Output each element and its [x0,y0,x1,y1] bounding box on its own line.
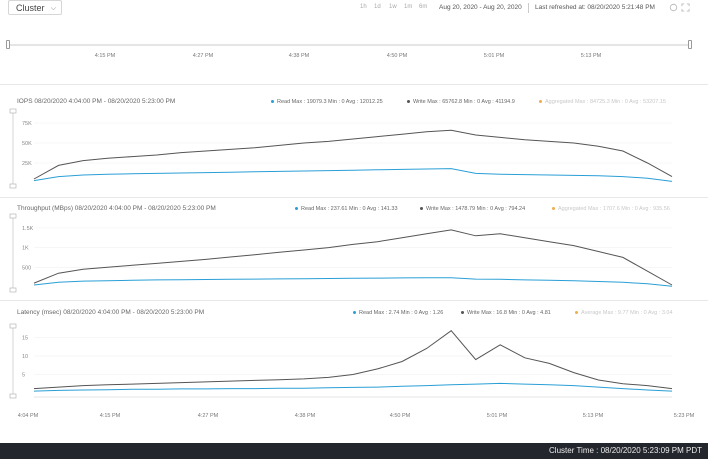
range-1h-button[interactable]: 1h [360,4,367,10]
legend-read[interactable]: Read Max : 19079.3 Min : 0 Avg : 12012.2… [271,99,383,105]
x-tick-label: 4:50 PM [390,413,411,419]
range-start-handle[interactable] [6,40,10,49]
legend-write-text: Write Max : 1478.79 Min : 0 Avg : 794.24 [426,206,526,212]
divider [0,84,708,85]
legend-write-text: Write Max : 16.8 Min : 0 Avg : 4.81 [467,310,551,316]
x-tick-label: 4:38 PM [295,413,316,419]
aggregate-dot-icon [539,100,542,104]
iops-panel-title: IOPS 08/20/2020 4:04:00 PM - 08/20/2020 … [17,98,176,105]
series-line-write [33,229,673,286]
range-end-handle[interactable] [688,40,692,49]
latency-chart[interactable]: 15 10 5 4:04 PM 4:15 PM 4:27 PM 4:38 PM 4:50 PM… [0,316,708,426]
y-range-handle-bottom[interactable] [9,393,17,399]
last-refreshed-text: Last refreshed at: 08/20/2020 5:21:48 PM [535,4,655,11]
overview-tick: 5:01 PM [483,53,505,59]
legend-read[interactable]: Read Max : 237.61 Min : 0 Avg : 141.33 [295,206,398,212]
y-range-handle-bottom[interactable] [9,287,17,293]
legend-write-text: Write Max : 65762.8 Min : 0 Avg : 41194.… [413,99,515,105]
y-tick-label: 10 [22,354,28,360]
iops-chart[interactable]: 75K 50K 25K [0,105,708,190]
refresh-icon[interactable] [669,3,678,12]
y-tick-label: 1K [22,246,29,252]
write-dot-icon [461,311,464,315]
x-tick-label: 5:23 PM [674,413,695,419]
range-1w-button[interactable]: 1w [389,4,397,10]
legend-read-text: Read Max : 2.74 Min : 0 Avg : 1.26 [359,310,444,316]
divider [0,300,708,301]
y-tick-label: 15 [22,335,28,341]
y-range-handle-bottom[interactable] [9,183,17,189]
legend-aggregate[interactable]: Aggregated Max : 1707.6 Min : 0 Avg : 93… [552,206,670,212]
range-1d-button[interactable]: 1d [374,4,381,10]
cluster-time-text: Cluster Time : 08/20/2020 5:23:09 PM PDT [549,446,702,455]
footer-bar: Cluster Time : 08/20/2020 5:23:09 PM PDT [0,443,708,459]
legend-write[interactable]: Write Max : 1478.79 Min : 0 Avg : 794.24 [420,206,525,212]
y-tick-label: 500 [22,265,31,271]
date-range-picker[interactable]: Aug 20, 2020 - Aug 20, 2020 [439,4,522,11]
y-range-handle-top[interactable] [9,323,17,329]
series-line-write [33,330,673,390]
throughput-panel-title: Throughput (MBps) 08/20/2020 4:04:00 PM … [17,205,216,212]
overview-tick: 4:38 PM [288,53,310,59]
x-tick-label: 4:15 PM [100,413,121,419]
divider [528,3,529,13]
legend-aggregate-text: Average Max : 9.77 Min : 0 Avg : 3.04 [581,310,673,316]
series-line-read [33,277,673,287]
write-dot-icon [420,207,423,211]
aggregate-dot-icon [575,311,578,315]
overview-tick: 4:27 PM [192,53,214,59]
y-tick-label: 5 [22,372,25,378]
chevron-down-icon: ⌵ [50,5,56,12]
legend-aggregate[interactable]: Aggregated Max : 84725.3 Min : 0 Avg : 5… [539,99,666,105]
read-dot-icon [353,311,356,315]
legend-write[interactable]: Write Max : 65762.8 Min : 0 Avg : 41194.… [407,99,515,105]
legend-aggregate[interactable]: Average Max : 9.77 Min : 0 Avg : 3.04 [575,310,673,316]
series-line-write [33,129,673,180]
legend-aggregate-text: Aggregated Max : 84725.3 Min : 0 Avg : 5… [545,99,666,105]
series-line-read [33,382,673,392]
overview-tick: 4:50 PM [386,53,408,59]
legend-read-text: Read Max : 19079.3 Min : 0 Avg : 12012.2… [277,99,383,105]
legend-read-text: Read Max : 237.61 Min : 0 Avg : 141.33 [301,206,398,212]
series-line-read [33,168,673,182]
y-tick-label: 75K [22,121,32,127]
latency-panel-title: Latency (msec) 08/20/2020 4:04:00 PM - 0… [17,309,205,316]
legend-read[interactable]: Read Max : 2.74 Min : 0 Avg : 1.26 [353,310,443,316]
write-dot-icon [407,100,410,104]
read-dot-icon [271,100,274,104]
x-tick-label: 4:04 PM [18,413,39,419]
legend-write[interactable]: Write Max : 16.8 Min : 0 Avg : 4.81 [461,310,551,316]
range-6m-button[interactable]: 6m [419,4,428,10]
overview-range-track[interactable] [8,44,690,46]
y-range-handle-top[interactable] [9,108,17,114]
aggregate-dot-icon [552,207,555,211]
range-1m-button[interactable]: 1m [404,4,413,10]
y-tick-label: 50K [22,141,32,147]
x-tick-label: 4:27 PM [198,413,219,419]
toolbar: Cluster ⌵ 1h 1d 1w 1m 6m Aug 20, 2020 - … [0,0,708,18]
y-tick-label: 1.5K [22,226,34,232]
legend-aggregate-text: Aggregated Max : 1707.6 Min : 0 Avg : 93… [558,206,670,212]
cluster-dropdown[interactable]: Cluster ⌵ [8,0,62,15]
cluster-dropdown-label: Cluster [16,3,45,13]
throughput-chart[interactable]: 1.5K 1K 500 [0,212,708,293]
overview-tick: 4:15 PM [94,53,116,59]
y-range-handle-top[interactable] [9,213,17,219]
x-tick-label: 5:01 PM [487,413,508,419]
y-tick-label: 25K [22,161,32,167]
divider [0,197,708,198]
x-tick-label: 5:13 PM [583,413,604,419]
read-dot-icon [295,207,298,211]
fullscreen-icon[interactable] [681,3,690,12]
overview-tick: 5:13 PM [580,53,602,59]
